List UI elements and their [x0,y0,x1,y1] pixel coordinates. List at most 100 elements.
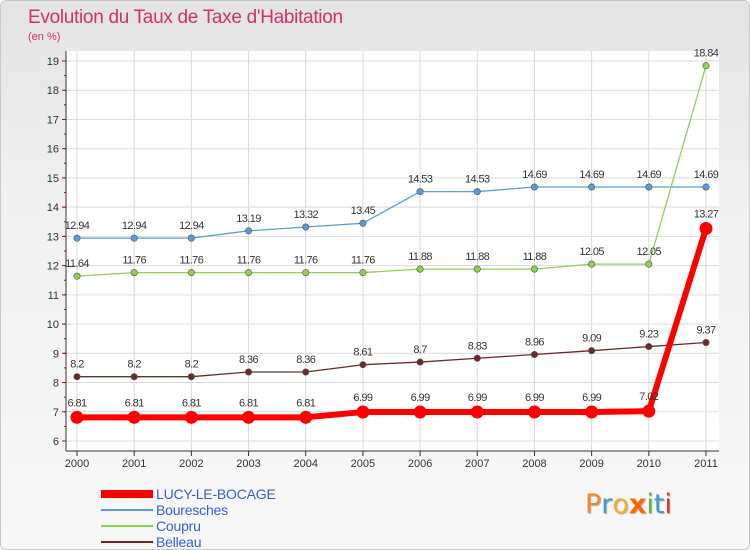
data-point [359,361,367,369]
legend-label: Belleau [156,534,202,550]
data-label: 6.99 [411,392,430,404]
legend-swatch [101,490,153,498]
x-tick-label: 2004 [293,458,317,470]
logo-letter: t [653,489,665,520]
data-point [645,260,653,268]
chart-subtitle: (en %) [28,31,61,43]
data-point [299,410,313,424]
y-tick-label: 7 [53,407,59,419]
data-label: 12.05 [637,246,662,258]
plot-area [66,51,719,451]
y-tick-label: 16 [47,144,59,156]
data-point [187,373,195,381]
logo-letter: P [585,489,602,520]
data-label: 6.81 [182,397,201,409]
data-label: 13.19 [236,213,261,225]
data-label: 18.84 [694,48,719,60]
data-label: 11.76 [294,255,318,267]
series-bouresches: 12.94 12.94 12.94 13.19 13.32 13.45 14.53 14.53… [65,169,719,242]
data-point [588,347,596,355]
y-tick-label: 11 [48,290,59,302]
data-label: 14.53 [465,174,490,186]
data-label: 11.64 [65,258,89,270]
data-point [242,410,256,424]
series-coupru: 11.64 11.76 11.76 11.76 11.76 11.76 11.88 11.88… [65,48,719,280]
data-point [302,269,310,277]
logo-letter: x [628,489,647,520]
data-label: 13.32 [293,209,318,221]
x-tick-label: 2001 [122,458,146,470]
y-tick-label: 6 [53,436,59,448]
data-label: 11.76 [122,255,146,267]
x-tick-label: 2008 [522,458,546,470]
data-point [473,265,481,273]
data-point [359,219,367,227]
data-point [416,188,424,196]
data-label: 12.94 [122,220,147,232]
x-tick-label: 2005 [351,458,375,470]
data-label: 11.76 [180,255,204,267]
data-point [645,343,653,351]
y-tick-label: 9 [53,348,59,360]
data-label: 6.99 [353,392,372,404]
data-label: 13.45 [351,205,376,217]
data-point [187,234,195,242]
data-label: 11.76 [351,255,375,267]
data-label: 11.88 [523,251,547,263]
data-point [187,269,195,277]
series-lucy-le-bocage: 6.81 6.81 6.81 6.81 6.81 6.99 6.99 6.99 6.99 6.99… [67,208,719,424]
x-tick-label: 2002 [179,458,203,470]
data-label: 14.53 [408,174,433,186]
logo-letter: o [612,489,629,520]
data-point [73,272,81,280]
data-point [302,368,310,376]
data-point [530,183,538,191]
x-tick-label: 2006 [408,458,432,470]
data-label: 12.94 [65,220,90,232]
data-label: 8.36 [239,354,258,366]
data-label: 8.2 [70,359,84,371]
data-label: 6.81 [67,397,86,409]
data-point [702,62,710,70]
data-label: 6.81 [239,397,258,409]
legend-label: Coupru [156,518,201,534]
data-label: 8.96 [525,336,544,348]
data-point [702,183,710,191]
chart-title: Evolution du Taux de Taxe d'Habitation [28,7,343,28]
data-point [356,405,370,419]
y-tick-label: 15 [47,173,59,185]
data-label: 7.02 [639,391,658,403]
legend-label: Bouresches [156,502,228,518]
data-label: 9.37 [696,324,715,336]
series-belleau: 8.2 8.2 8.2 8.36 8.36 8.61 8.7 8.83 8.96 9.09 9.23… [70,324,717,381]
data-label: 12.94 [179,220,204,232]
y-tick-label: 12 [47,261,59,273]
data-label: 8.36 [296,354,315,366]
x-tick-label: 2011 [694,458,718,470]
data-point [130,234,138,242]
data-point [73,373,81,381]
proxiti-logo: Proxiti [585,489,672,520]
y-tick-label: 19 [47,56,59,68]
data-point [588,183,596,191]
y-tick-label: 14 [47,202,59,214]
data-label: 11.88 [408,251,432,263]
x-tick-label: 2003 [236,458,260,470]
data-label: 6.81 [125,397,144,409]
series-line-coupru [76,65,707,277]
data-point [527,405,541,419]
y-tick-label: 18 [47,85,59,97]
data-point [413,405,427,419]
data-point [645,183,653,191]
x-tick-label: 2010 [637,458,661,470]
data-point [585,405,599,419]
data-point [416,265,424,273]
data-label: 14.69 [579,169,604,181]
x-tick-label: 2007 [465,458,489,470]
data-point [70,410,84,424]
x-tick-label: 2009 [579,458,603,470]
y-tick-label: 8 [53,378,59,390]
data-label: 8.2 [127,359,141,371]
